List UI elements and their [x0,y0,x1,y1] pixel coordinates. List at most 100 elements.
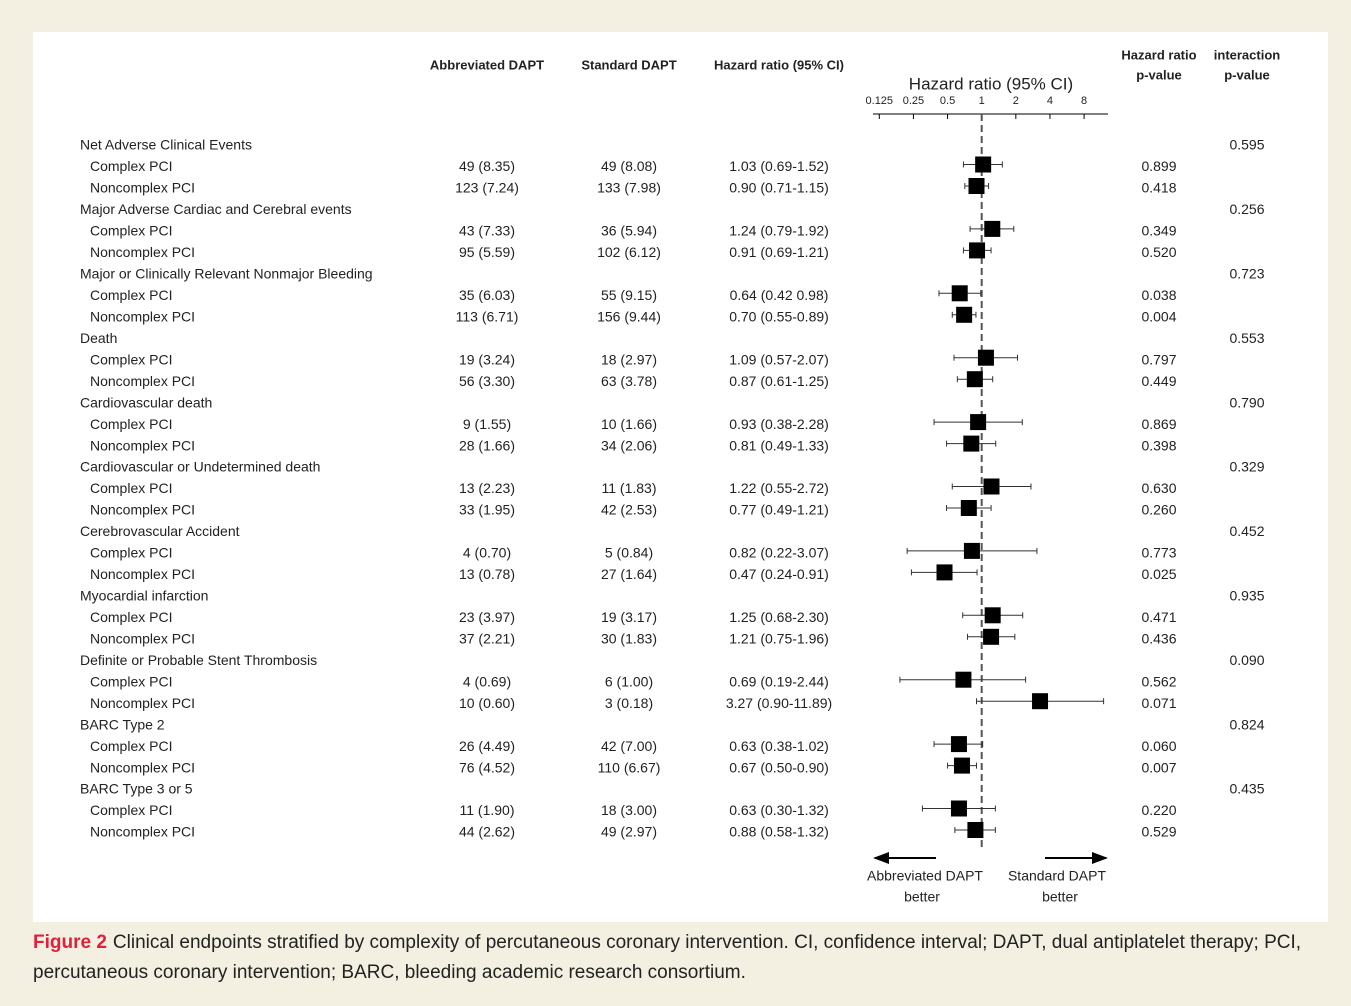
caption: Figure 2 Clinical endpoints stratified by… [33,928,1328,988]
hr-square [1032,693,1049,710]
cell: 0.520 [1141,244,1176,260]
cell: 42 (2.53) [601,502,657,518]
cell: 49 (8.35) [459,158,515,174]
endpoint-label: Death [80,330,117,346]
cell: 0.471 [1141,609,1176,625]
endpoint-label: Net Adverse Clinical Events [80,137,252,153]
row-label: Complex PCI [90,287,172,303]
row-label: Noncomplex PCI [90,759,195,775]
row-label: Noncomplex PCI [90,309,195,325]
cell: 0.63 (0.30-1.32) [729,802,829,818]
cell: 1.21 (0.75-1.96) [729,631,829,647]
interaction-p: 0.723 [1229,266,1264,282]
cell: 27 (1.64) [601,566,657,582]
cell: 0.436 [1141,631,1176,647]
caption-text: Clinical endpoints stratified by complex… [33,932,1302,983]
row-label: Complex PCI [90,802,172,818]
cell: 37 (2.21) [459,631,515,647]
x-tick-label: 0.25 [903,95,924,107]
cell: 10 (0.60) [459,695,515,711]
cell: 5 (0.84) [605,545,653,561]
cell: 0.869 [1141,416,1176,432]
cell: 0.64 (0.42 0.98) [730,287,829,303]
row-label: Complex PCI [90,480,172,496]
column-header: interaction [1214,47,1281,62]
row-label: Noncomplex PCI [90,180,195,196]
cell: 123 (7.24) [455,180,519,196]
cell: 0.70 (0.55-0.89) [729,309,829,325]
row-label: Noncomplex PCI [90,824,195,840]
cell: 0.91 (0.69-1.21) [729,244,829,260]
caption-label: Figure 2 [33,932,107,953]
interaction-p: 0.256 [1229,201,1264,217]
arrow-label: better [1042,889,1078,905]
x-tick-label: 0.125 [866,95,894,107]
interaction-p: 0.935 [1229,588,1264,604]
cell: 0.81 (0.49-1.33) [729,437,829,453]
cell: 0.67 (0.50-0.90) [729,759,829,775]
cell: 44 (2.62) [459,824,515,840]
row-label: Noncomplex PCI [90,244,195,260]
cell: 0.77 (0.49-1.21) [729,502,829,518]
cell: 1.24 (0.79-1.92) [729,223,829,239]
hr-square [953,757,970,774]
cell: 26 (4.49) [459,738,515,754]
endpoint-label: Major or Clinically Relevant Nonmajor Bl… [80,266,373,282]
cell: 1.22 (0.55-2.72) [729,480,829,496]
cell: 18 (3.00) [601,802,657,818]
cell: 0.220 [1141,802,1176,818]
hr-square [950,800,967,817]
hr-square [968,178,985,194]
cell: 0.060 [1141,738,1176,754]
column-header: p-value [1136,67,1182,82]
column-header: Standard DAPT [581,57,676,72]
endpoint-label: BARC Type 2 [80,716,165,732]
cell: 0.398 [1141,437,1176,453]
row-label: Complex PCI [90,416,172,432]
cell: 36 (5.94) [601,223,657,239]
cell: 1.09 (0.57-2.07) [729,351,829,367]
row-label: Noncomplex PCI [90,373,195,389]
row-label: Noncomplex PCI [90,631,195,647]
cell: 11 (1.90) [460,802,515,818]
cell: 35 (6.03) [459,287,515,303]
cell: 0.025 [1141,566,1176,582]
row-label: Complex PCI [90,223,172,239]
axis-title: Hazard ratio (95% CI) [909,74,1073,93]
column-header: Abbreviated DAPT [430,57,544,72]
interaction-p: 0.435 [1229,781,1264,797]
cell: 19 (3.17) [601,609,657,625]
x-tick-label: 2 [1013,95,1019,107]
hr-square [984,220,1001,237]
cell: 0.529 [1141,824,1176,840]
x-tick-label: 0.5 [940,95,955,107]
cell: 0.449 [1141,373,1176,389]
row-label: Complex PCI [90,609,172,625]
cell: 33 (1.95) [459,502,515,518]
row-label: Noncomplex PCI [90,437,195,453]
cell: 0.63 (0.38-1.02) [729,738,829,754]
endpoint-label: Definite or Probable Stent Thrombosis [80,652,317,668]
cell: 0.418 [1141,180,1176,196]
interaction-p: 0.329 [1229,459,1264,475]
row-label: Complex PCI [90,158,172,174]
cell: 13 (2.23) [459,480,515,496]
endpoint-label: Cerebrovascular Accident [80,523,240,539]
cell: 9 (1.55) [463,416,511,432]
hr-square [977,349,994,366]
hr-square [967,822,984,838]
cell: 0.562 [1141,673,1176,689]
cell: 56 (3.30) [459,373,515,389]
interaction-p: 0.824 [1229,716,1264,732]
hr-square [960,500,977,516]
interaction-p: 0.595 [1229,137,1264,153]
cell: 0.87 (0.61-1.25) [729,373,829,389]
cell: 0.349 [1141,223,1176,239]
cell: 63 (3.78) [601,373,657,389]
interaction-p: 0.790 [1229,394,1264,410]
column-header: Hazard ratio [1121,47,1196,62]
cell: 0.004 [1141,309,1176,325]
hr-square [950,736,967,753]
cell: 3.27 (0.90-11.89) [726,695,832,711]
